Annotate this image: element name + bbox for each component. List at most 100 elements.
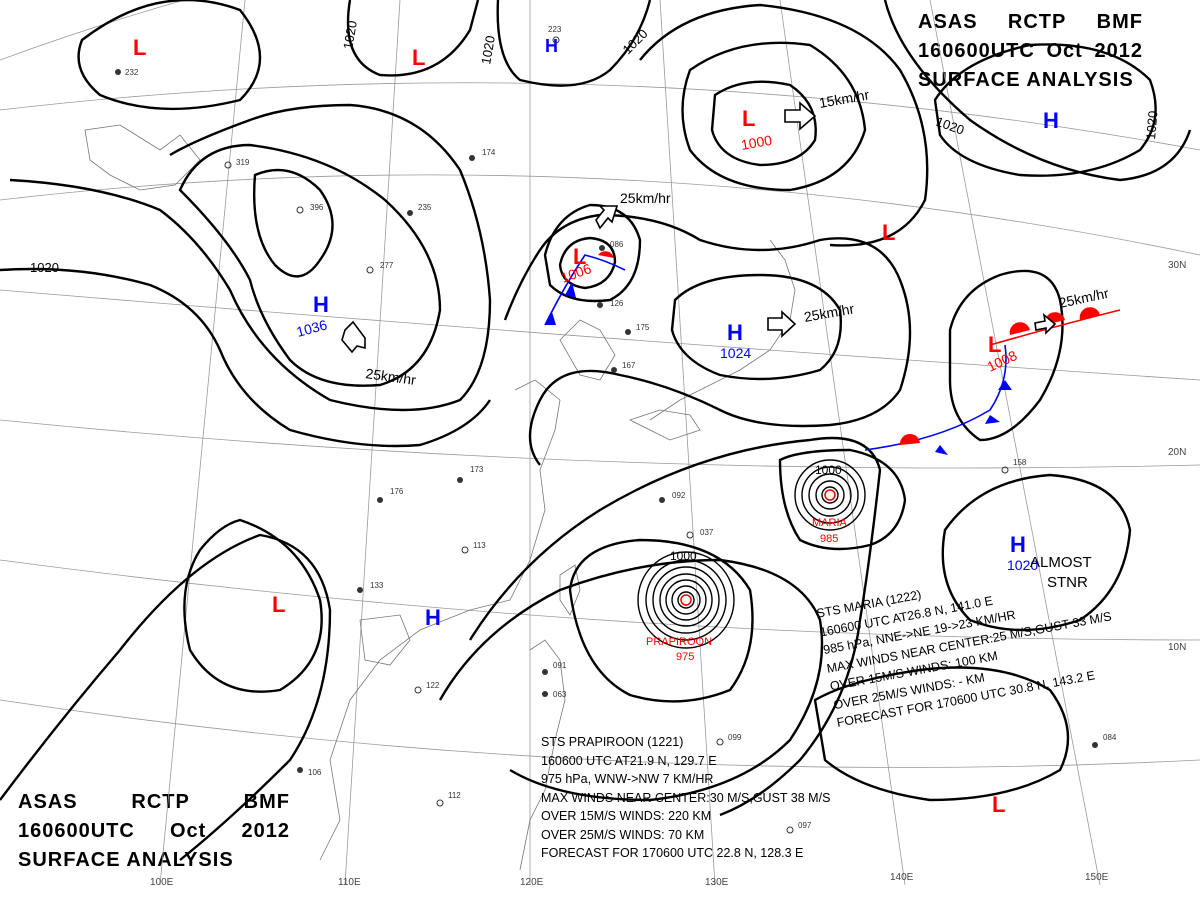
motion-speed-label: 25km/hr bbox=[803, 300, 856, 325]
station-plot: 133 bbox=[357, 581, 384, 593]
isobar bbox=[253, 168, 334, 278]
lon-label: 140E bbox=[890, 872, 914, 883]
svg-text:396: 396 bbox=[310, 203, 324, 212]
isobar bbox=[558, 236, 617, 290]
warm-front-semicircle bbox=[1079, 307, 1100, 320]
low-center-symbol: L bbox=[133, 35, 146, 60]
svg-text:277: 277 bbox=[380, 261, 394, 270]
header-year: 2012 bbox=[241, 820, 290, 842]
station-plot: 106 bbox=[297, 767, 322, 777]
coastline bbox=[84, 124, 201, 191]
typhoon-name: PRAPIROON bbox=[646, 636, 712, 648]
coastline-hainan bbox=[359, 614, 411, 666]
coastline-philippines bbox=[519, 639, 566, 871]
stationary-note: ALMOST bbox=[1030, 554, 1092, 571]
isobar bbox=[639, 3, 929, 247]
high-center-symbol: H bbox=[425, 605, 441, 630]
low-pressure-value: 1000 bbox=[740, 132, 774, 153]
low-center-symbol: L bbox=[992, 792, 1005, 817]
longitude-line bbox=[929, 0, 1101, 886]
low-center-symbol: L bbox=[573, 244, 586, 269]
svg-text:174: 174 bbox=[482, 148, 496, 157]
cold-front-triangle bbox=[565, 282, 576, 298]
motion-arrows bbox=[341, 101, 1057, 354]
lat-label: 20N bbox=[1168, 447, 1186, 458]
svg-text:167: 167 bbox=[622, 361, 636, 370]
station-plot: 173 bbox=[457, 465, 484, 483]
low-center-symbol: L bbox=[412, 45, 425, 70]
coastline-korea bbox=[559, 319, 616, 381]
cold-front-triangle bbox=[935, 445, 948, 455]
isobar-ring bbox=[645, 559, 727, 641]
motion-arrow bbox=[784, 101, 817, 131]
header-type: SURFACE ANALYSIS bbox=[918, 69, 1134, 91]
grid-labels: 100E 110E 120E 130E 140E 150E 30N 20N 10… bbox=[150, 260, 1186, 888]
high-center-symbol: H bbox=[313, 292, 329, 317]
high-center-symbol: H bbox=[545, 36, 558, 56]
header-agency: ASAS bbox=[18, 791, 78, 813]
typhoon-prapiroon-rings bbox=[637, 551, 735, 649]
isobar-ring bbox=[665, 579, 707, 621]
latitude-line bbox=[0, 0, 186, 61]
high-center-symbol: H bbox=[727, 320, 743, 345]
station-plot: 122 bbox=[414, 681, 440, 694]
isobar-ring bbox=[821, 486, 839, 504]
high-center-symbol: H bbox=[1043, 108, 1059, 133]
station-plot: 112 bbox=[436, 791, 461, 807]
header-agency: ASAS bbox=[918, 11, 978, 33]
svg-text:176: 176 bbox=[390, 487, 404, 496]
cold-front-triangle bbox=[545, 312, 556, 325]
header-issuer: RCTP bbox=[131, 791, 190, 813]
typhoon-name: MARIA bbox=[812, 517, 848, 529]
typhoon-pressure: 975 bbox=[676, 651, 694, 663]
svg-text:106: 106 bbox=[308, 768, 322, 777]
motion-arrow bbox=[595, 205, 619, 230]
warm-front bbox=[989, 309, 1121, 346]
motion-speed-label: 25km/hr bbox=[1057, 285, 1110, 311]
header-code: BMF bbox=[1096, 11, 1143, 33]
storm-text-line: STS PRAPIROON (1221) bbox=[541, 735, 684, 749]
header-time: 160600UTC bbox=[918, 40, 1035, 62]
svg-text:223: 223 bbox=[548, 25, 562, 34]
isobar bbox=[183, 518, 323, 693]
isobar bbox=[948, 269, 1064, 442]
station-plot: 396 bbox=[296, 203, 324, 214]
pressure-centers: H H H H H H L L L L L L L L bbox=[133, 35, 1059, 817]
station-plot: 086 bbox=[599, 240, 624, 251]
lon-label: 130E bbox=[705, 877, 729, 888]
warm-front-semicircle bbox=[1009, 322, 1030, 335]
svg-text:063: 063 bbox=[553, 690, 567, 699]
svg-text:158: 158 bbox=[1013, 458, 1027, 467]
svg-text:319: 319 bbox=[236, 158, 250, 167]
high-pressure-value: 1036 bbox=[295, 316, 329, 340]
station-plots: 223 232 319 396 235 277 174 086 126 175 … bbox=[115, 25, 1117, 834]
isobar-labels: 1020 1020 1020 1020 1020 1020 bbox=[30, 19, 1161, 275]
svg-text:126: 126 bbox=[610, 299, 624, 308]
station-plot: 113 bbox=[461, 541, 486, 554]
isobar bbox=[0, 267, 491, 448]
motion-arrow bbox=[341, 320, 366, 354]
low-center-symbol: L bbox=[988, 332, 1001, 357]
storm-text-line: 975 hPa, WNW->NW 7 KM/HR bbox=[541, 772, 714, 786]
typhoon-center-icon bbox=[824, 489, 836, 501]
low-center-symbol: L bbox=[272, 592, 285, 617]
station-plot: 277 bbox=[366, 261, 394, 274]
high-pressure-value: 1020 bbox=[1007, 557, 1038, 573]
header-year: 2012 bbox=[1094, 40, 1143, 62]
cold-front-triangle bbox=[998, 380, 1012, 390]
isobar-ring bbox=[808, 473, 852, 517]
low-center-symbol: L bbox=[882, 220, 895, 245]
low-center-symbol: L bbox=[742, 106, 755, 131]
coastline-kyushu bbox=[628, 409, 701, 441]
motion-arrow bbox=[1034, 313, 1057, 335]
svg-text:086: 086 bbox=[610, 240, 624, 249]
motion-arrow bbox=[767, 310, 797, 338]
isobar bbox=[933, 43, 1157, 177]
station-plot: 175 bbox=[625, 323, 650, 335]
isobar-ring bbox=[794, 459, 866, 531]
station-plot: 099 bbox=[716, 733, 742, 746]
warm-front-semicircle bbox=[598, 251, 614, 258]
station-plot: 232 bbox=[115, 68, 139, 77]
